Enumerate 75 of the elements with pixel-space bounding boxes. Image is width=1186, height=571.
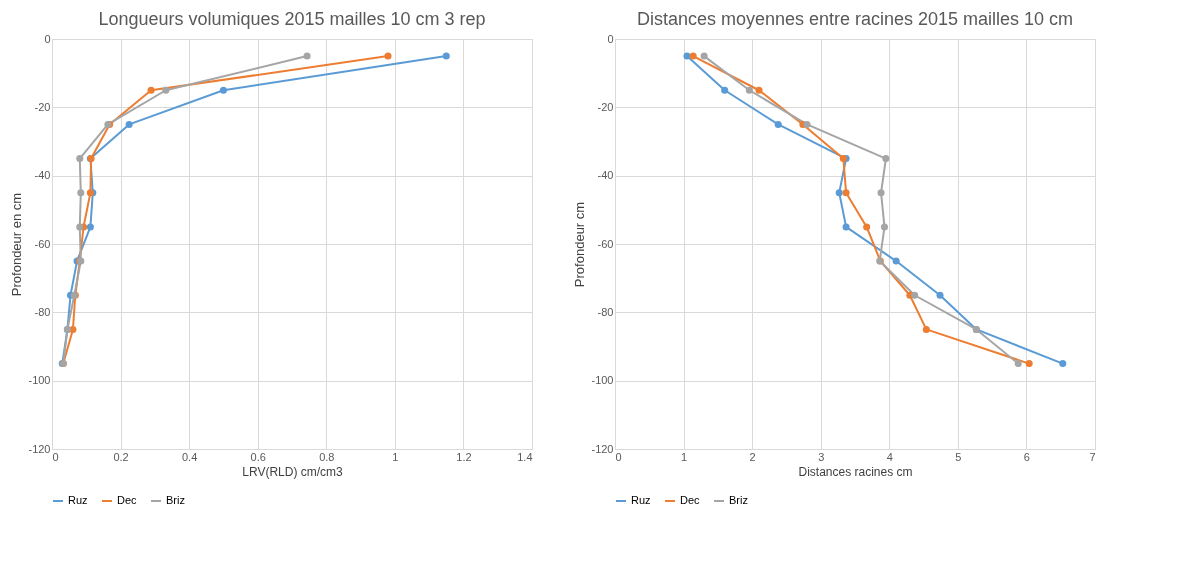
x-tick-label: 0.4	[181, 450, 198, 463]
x-tick-label: 0.8	[319, 450, 335, 463]
x-tick-label: 1	[392, 450, 399, 463]
point	[1025, 360, 1033, 368]
point	[147, 86, 155, 94]
x-tick-label: 2	[749, 450, 756, 463]
x-axis-title: LRV(RLD) cm/cm3	[242, 464, 344, 479]
y-tick-label: -80	[597, 305, 614, 318]
point	[125, 120, 133, 128]
y-axis-title: Profondeur cm	[572, 201, 588, 288]
legend-label: Ruz	[631, 494, 651, 506]
x-tick-label: 0	[52, 450, 59, 463]
point	[76, 155, 84, 163]
point	[76, 223, 84, 231]
point	[842, 189, 850, 197]
x-axis-title: Distances racines cm	[798, 464, 913, 479]
y-tick-label: -120	[591, 442, 614, 455]
y-tick-label: 0	[44, 32, 51, 45]
y-tick-label: -100	[28, 374, 51, 387]
point	[774, 120, 782, 128]
point	[162, 86, 170, 94]
point	[803, 120, 811, 128]
point	[882, 155, 890, 163]
legend-label: Dec	[117, 494, 138, 506]
legend-label: Briz	[166, 494, 185, 506]
point	[1059, 360, 1067, 368]
x-tick-label: 5	[955, 450, 962, 463]
x-tick-label: 3	[818, 450, 825, 463]
point	[922, 325, 930, 333]
point	[219, 86, 227, 94]
x-tick-label: 4	[886, 450, 893, 463]
y-axis-title: Profondeur en cm	[9, 192, 25, 297]
point	[755, 86, 763, 94]
y-tick-label: -60	[597, 237, 614, 250]
point	[745, 86, 753, 94]
x-tick-label: 7	[1089, 450, 1096, 463]
legend-label: Briz	[729, 494, 748, 506]
point	[689, 52, 697, 60]
x-tick-label: 0	[615, 450, 622, 463]
point	[880, 223, 889, 231]
point	[700, 52, 708, 60]
x-tick-label: 0.2	[113, 450, 129, 463]
y-tick-label: 0	[607, 32, 614, 45]
point	[892, 257, 900, 265]
y-tick-label: -20	[34, 100, 51, 113]
y-tick-label: -40	[34, 169, 51, 182]
y-tick-label: -120	[28, 442, 51, 455]
point	[877, 189, 885, 197]
x-tick-label: 1	[681, 450, 688, 463]
y-tick-label: -40	[597, 169, 614, 182]
point	[683, 52, 691, 60]
x-tick-label: 1.2	[456, 450, 472, 463]
point	[1014, 360, 1022, 368]
y-tick-label: -60	[34, 237, 51, 250]
point	[863, 223, 871, 231]
x-tick-label: 0.6	[250, 450, 266, 463]
y-tick-label: -100	[591, 374, 614, 387]
point	[303, 52, 311, 60]
chart-title: Longueurs volumiques 2015 mailles 10 cm 3 rep	[98, 9, 486, 29]
point	[936, 291, 944, 299]
point	[842, 223, 850, 231]
point	[77, 189, 85, 197]
x-tick-label: 6	[1023, 450, 1030, 463]
x-tick-label: 1.4	[517, 450, 533, 463]
point	[721, 86, 729, 94]
point	[86, 223, 94, 231]
chart-title: Distances moyennes entre racines 2015 mailles 10 cm	[636, 9, 1074, 29]
point	[835, 189, 843, 197]
legend-label: Ruz	[68, 494, 88, 506]
point	[384, 52, 392, 60]
point	[442, 52, 450, 60]
point	[911, 291, 919, 299]
y-tick-label: -80	[34, 305, 51, 318]
legend-label: Dec	[680, 494, 701, 506]
y-tick-label: -20	[597, 100, 614, 113]
